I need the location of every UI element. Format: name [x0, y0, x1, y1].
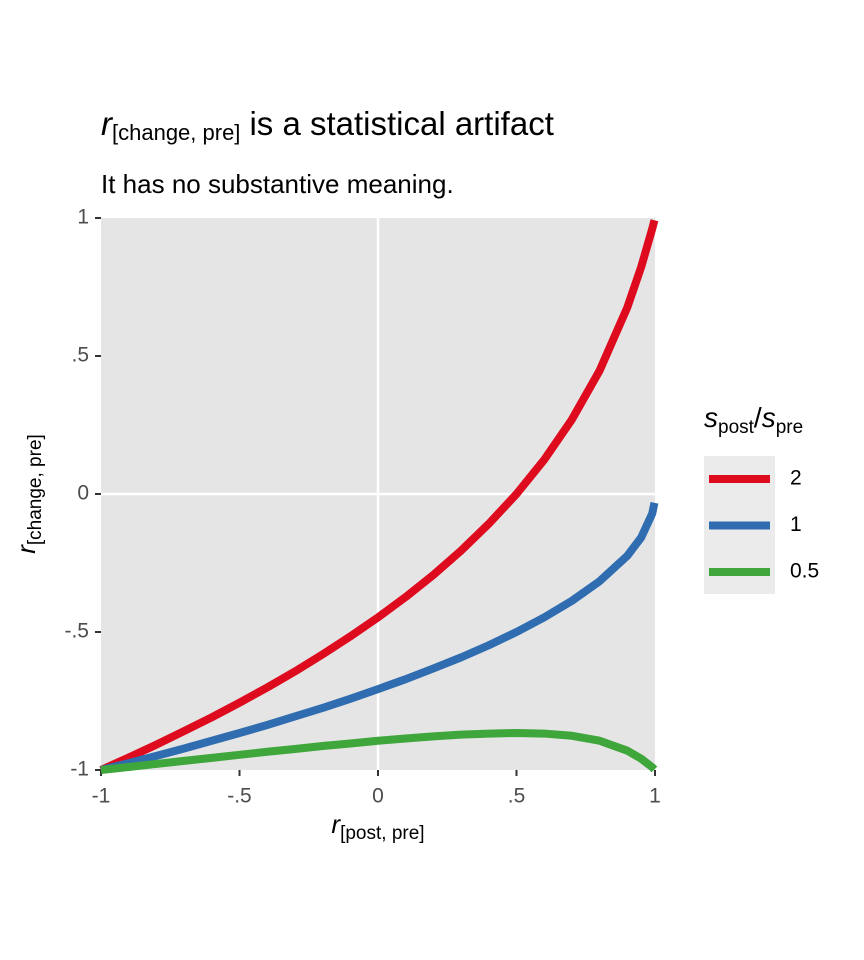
title-symbol: r: [101, 105, 114, 142]
chart-title: r[change, pre] is a statistical artifact: [101, 105, 554, 145]
legend-separator: /: [754, 402, 762, 433]
x-tick-label: -1: [92, 785, 111, 808]
y-tick-label: -1: [70, 758, 89, 781]
x-tick-label: 1: [649, 785, 661, 808]
legend-label: 2: [790, 467, 802, 490]
x-title-subscript: [post, pre]: [340, 823, 425, 844]
x-axis-title: r[post, pre]: [331, 809, 424, 844]
y-axis-title: r[change, pre]: [11, 434, 46, 554]
legend-title: spost/spre: [704, 402, 803, 438]
y-tick-label: 1: [77, 206, 89, 229]
series-line: [100, 729, 658, 774]
x-tick-label: -.5: [227, 785, 252, 808]
legend-num-symbol: s: [704, 402, 718, 433]
legend-num-subscript: post: [718, 417, 755, 438]
y-title-symbol: r: [11, 544, 41, 554]
x-tick-label: 0: [372, 785, 384, 808]
y-title-subscript: [change, pre]: [25, 434, 46, 545]
legend-den-subscript: pre: [776, 417, 803, 438]
y-tick-label: .5: [71, 344, 89, 367]
x-title-symbol: r: [331, 809, 341, 839]
y-tick-label: 0: [77, 482, 89, 505]
series-line: [100, 502, 659, 774]
chart-subtitle: It has no substantive meaning.: [101, 169, 454, 199]
legend-label: 1: [790, 513, 802, 536]
title-text: is a statistical artifact: [249, 105, 553, 142]
x-tick-label: .5: [508, 785, 526, 808]
legend-label: 0.5: [790, 560, 819, 583]
y-tick-label: -.5: [64, 620, 89, 643]
title-subscript: [change, pre]: [112, 120, 240, 145]
legend-den-symbol: s: [762, 402, 776, 433]
series-line: [99, 219, 659, 774]
